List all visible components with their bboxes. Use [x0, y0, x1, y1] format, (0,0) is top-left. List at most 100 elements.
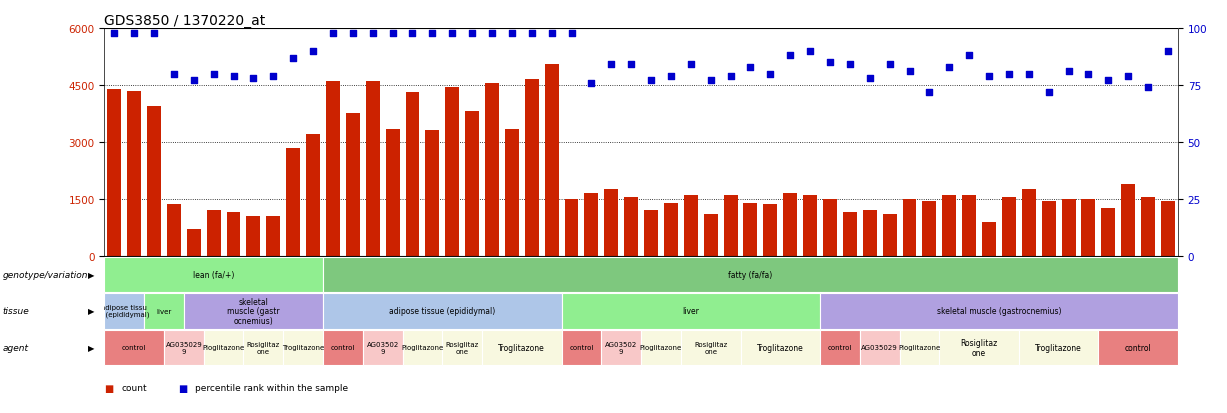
Point	[999, 71, 1018, 78]
Bar	[640, 330, 681, 365]
Point	[601, 62, 621, 69]
Point	[363, 30, 383, 37]
Point	[661, 74, 681, 80]
Bar	[625, 197, 638, 256]
Point	[264, 74, 283, 80]
Bar	[1042, 201, 1055, 256]
Point	[800, 48, 820, 55]
Point	[642, 78, 661, 84]
Bar	[1061, 199, 1076, 256]
Text: liver: liver	[682, 307, 699, 316]
Bar	[204, 330, 243, 365]
Bar	[545, 65, 558, 256]
Point	[899, 69, 919, 75]
Point	[720, 74, 740, 80]
Text: Troglitazone: Troglitazone	[282, 344, 324, 351]
Text: tissue: tissue	[2, 307, 29, 316]
Bar	[562, 330, 601, 365]
Bar	[903, 199, 917, 256]
Bar	[167, 205, 180, 256]
Text: control: control	[828, 344, 852, 351]
Point	[402, 30, 422, 37]
Text: GDS3850 / 1370220_at: GDS3850 / 1370220_at	[104, 14, 265, 28]
Point	[780, 53, 800, 59]
Point	[940, 64, 960, 71]
Bar	[1002, 197, 1016, 256]
Text: ▶: ▶	[88, 307, 94, 316]
Bar	[306, 135, 320, 256]
Bar	[104, 330, 164, 365]
Text: Pioglitazone: Pioglitazone	[898, 344, 941, 351]
Point	[1059, 69, 1079, 75]
Point	[482, 30, 502, 37]
Text: Troglitazone: Troglitazone	[1036, 343, 1082, 352]
Bar	[243, 330, 283, 365]
Point	[323, 30, 342, 37]
Text: count: count	[121, 383, 147, 392]
Text: Rosiglitaz
one: Rosiglitaz one	[247, 341, 280, 354]
Bar	[326, 82, 340, 256]
Bar	[584, 194, 599, 256]
Text: percentile rank within the sample: percentile rank within the sample	[195, 383, 348, 392]
Point	[741, 64, 761, 71]
Bar	[982, 222, 996, 256]
Text: control: control	[121, 344, 146, 351]
Point	[1158, 48, 1178, 55]
Text: Troglitazone: Troglitazone	[757, 343, 804, 352]
Text: ▶: ▶	[88, 343, 94, 352]
Bar	[1098, 330, 1178, 365]
Bar	[923, 201, 936, 256]
Bar	[820, 330, 860, 365]
Bar	[426, 131, 439, 256]
Text: ▶: ▶	[88, 271, 94, 279]
Text: ■: ■	[178, 383, 188, 393]
Bar	[104, 257, 323, 292]
Bar	[247, 216, 260, 256]
Bar	[104, 294, 144, 329]
Point	[761, 71, 780, 78]
Bar	[882, 214, 897, 256]
Point	[820, 59, 839, 66]
Bar	[283, 330, 323, 365]
Point	[164, 71, 184, 78]
Bar	[744, 203, 757, 256]
Bar	[323, 257, 1178, 292]
Bar	[1102, 209, 1115, 256]
Point	[383, 30, 402, 37]
Bar	[366, 82, 379, 256]
Bar	[107, 90, 121, 256]
Bar	[506, 129, 519, 256]
Bar	[940, 330, 1018, 365]
Point	[124, 30, 144, 37]
Bar	[763, 205, 777, 256]
Bar	[681, 330, 741, 365]
Text: Pioglitazone: Pioglitazone	[202, 344, 244, 351]
Point	[701, 78, 720, 84]
Bar	[562, 294, 820, 329]
Text: Rosiglitaz
one: Rosiglitaz one	[961, 338, 998, 357]
Point	[303, 48, 323, 55]
Bar	[525, 80, 539, 256]
Bar	[465, 112, 479, 256]
Point	[463, 30, 482, 37]
Bar	[843, 213, 856, 256]
Bar	[564, 199, 578, 256]
Bar	[899, 330, 940, 365]
Text: Pioglitazone: Pioglitazone	[401, 344, 443, 351]
Bar	[227, 213, 240, 256]
Point	[1079, 71, 1098, 78]
Point	[1098, 78, 1118, 84]
Bar	[363, 330, 402, 365]
Text: Rosiglitaz
one: Rosiglitaz one	[445, 341, 479, 354]
Point	[244, 76, 264, 82]
Text: AG03502
9: AG03502 9	[605, 341, 637, 354]
Bar	[147, 107, 161, 256]
Bar	[942, 195, 956, 256]
Text: Troglitazone: Troglitazone	[498, 343, 545, 352]
Bar	[144, 294, 184, 329]
Bar	[741, 330, 820, 365]
Text: fatty (fa/fa): fatty (fa/fa)	[729, 271, 773, 279]
Bar	[346, 114, 360, 256]
Point	[521, 30, 541, 37]
Text: adipose tissue (epididymal): adipose tissue (epididymal)	[389, 307, 496, 316]
